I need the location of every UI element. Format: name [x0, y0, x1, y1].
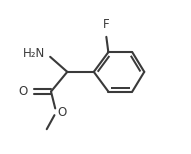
Text: F: F: [102, 18, 109, 31]
Text: H₂N: H₂N: [23, 47, 45, 60]
Text: O: O: [57, 106, 66, 119]
Text: O: O: [19, 85, 28, 98]
